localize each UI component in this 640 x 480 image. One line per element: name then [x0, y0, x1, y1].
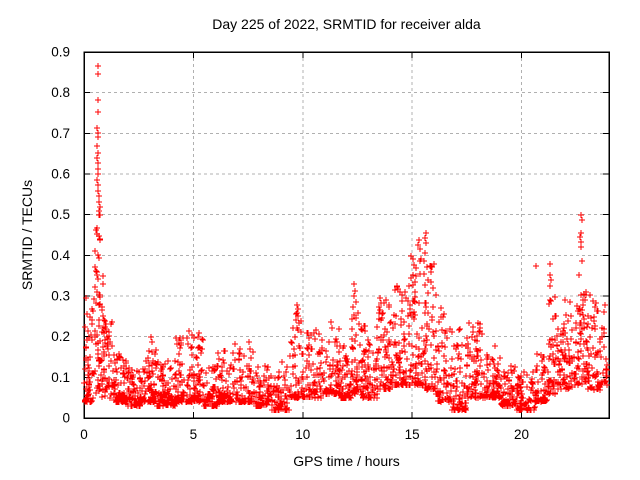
y-tick-label: 0.8	[51, 85, 70, 100]
chart-title: Day 225 of 2022, SRMTID for receiver ald…	[212, 16, 481, 32]
x-tick-label: 10	[295, 427, 310, 442]
y-tick-label: 0	[62, 411, 70, 426]
y-tick-label: 0.1	[51, 370, 70, 385]
y-axis-title: SRMTID / TECUs	[19, 179, 35, 291]
y-tick-label: 0.4	[51, 248, 70, 263]
y-tick-label: 0.6	[51, 167, 70, 182]
y-tick-label: 0.5	[51, 207, 70, 222]
scatter-points	[81, 63, 610, 413]
x-tick-label: 0	[80, 427, 88, 442]
x-axis-title: GPS time / hours	[293, 453, 400, 469]
y-tick-label: 0.3	[51, 289, 70, 304]
plot-border	[83, 51, 610, 419]
x-tick-label: 20	[514, 427, 529, 442]
y-tick-label: 0.9	[51, 45, 70, 60]
y-tick-label: 0.7	[51, 126, 70, 141]
grid-lines	[84, 52, 609, 418]
x-tick-label: 5	[190, 427, 198, 442]
x-tick-label: 15	[405, 427, 420, 442]
y-tick-label: 0.2	[51, 329, 70, 344]
